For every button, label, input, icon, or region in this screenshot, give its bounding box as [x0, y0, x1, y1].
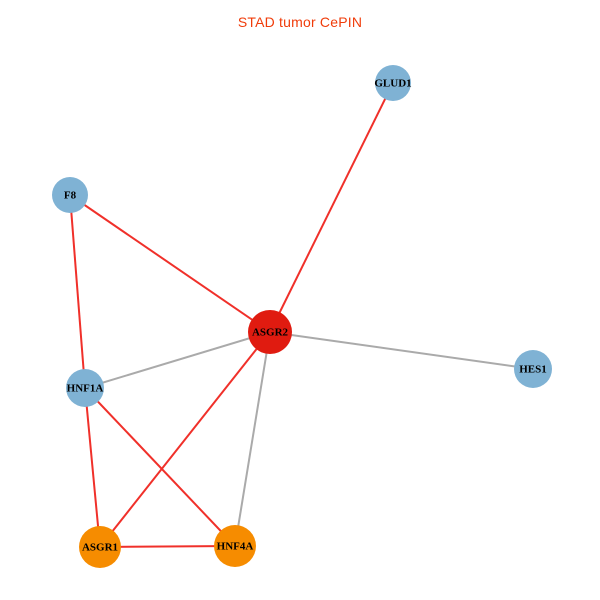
edge-hnf1a-asgr1 [84, 387, 101, 548]
node-hnf4a[interactable]: HNF4A [214, 525, 256, 567]
edge-hnf1a-hnf4a [84, 387, 236, 547]
node-label-f8: F8 [64, 190, 77, 202]
node-glud1[interactable]: GLUD1 [374, 65, 412, 101]
node-asgr1[interactable]: ASGR1 [79, 526, 121, 568]
node-hnf1a[interactable]: HNF1A [66, 369, 104, 407]
edge-asgr2-hes1 [269, 331, 534, 370]
edge-f8-hnf1a [69, 194, 86, 389]
node-circle-f8[interactable] [52, 177, 88, 213]
node-circle-glud1[interactable] [375, 65, 411, 101]
edge-asgr1-hnf4a [99, 545, 236, 548]
edges-layer [69, 82, 534, 548]
node-label-glud1: GLUD1 [374, 78, 411, 90]
nodes-layer: GLUD1 F8 ASGR2 HNF1A HES1 ASGR1 HNF4A [52, 65, 552, 568]
node-circle-hnf1a[interactable] [66, 369, 104, 407]
edge-asgr2-hnf4a [234, 331, 271, 547]
edge-f8-asgr2 [69, 194, 271, 333]
edge-hnf1a-asgr2 [84, 331, 271, 389]
node-label-asgr1: ASGR1 [82, 542, 118, 554]
node-hes1[interactable]: HES1 [514, 350, 552, 388]
node-f8[interactable]: F8 [52, 177, 88, 213]
edge-glud1-asgr2 [269, 82, 394, 333]
node-label-hnf4a: HNF4A [217, 541, 254, 553]
node-circle-asgr2[interactable] [248, 310, 292, 354]
node-label-asgr2: ASGR2 [252, 327, 289, 339]
node-circle-asgr1[interactable] [79, 526, 121, 568]
node-circle-hes1[interactable] [514, 350, 552, 388]
page-title: STAD tumor CePIN [237, 14, 363, 30]
node-label-hnf1a: HNF1A [67, 383, 104, 395]
node-asgr2[interactable]: ASGR2 [248, 310, 292, 354]
node-label-hes1: HES1 [519, 364, 547, 376]
edge-asgr2-asgr1 [99, 331, 271, 548]
node-circle-hnf4a[interactable] [214, 525, 256, 567]
